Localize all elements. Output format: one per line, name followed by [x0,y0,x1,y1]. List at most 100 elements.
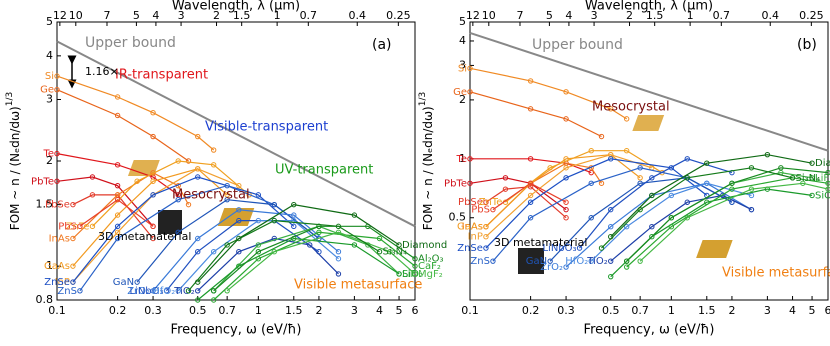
series-label: PbTe [444,178,467,189]
x2-tick-label: 0.25 [799,9,824,22]
x-tick-label: 1.5 [698,304,716,317]
y-tick-label: 4 [459,34,466,47]
y-axis-label: FOM ~ n / (Nₑdn/dω)1/3 [418,92,435,230]
x-tick-label: 6 [825,304,830,317]
annotation: Mesocrystal [172,188,250,203]
annotation: 3D metamaterial [494,236,587,249]
y-axis-label-main: FOM ~ n / (Nₑdn/dω) [8,106,22,230]
plot-frame [57,22,415,300]
series-label: Al₂O₃ [418,254,444,265]
x2-tick-label: 12 [466,9,480,22]
x2-tick-label: 0.7 [300,9,318,22]
series-marker [377,249,381,253]
series-marker [71,264,75,268]
series-marker [638,176,642,180]
series-label: Ge [453,87,467,98]
series-label: ZrO₂ [540,262,563,273]
x-tick-label: 0.7 [631,304,649,317]
series-label: ZnSe [457,243,483,254]
series-marker [292,224,296,228]
series-label: TiO₂ [586,256,607,267]
x2-axis-label: Wavelength, λ (μm) [585,0,713,14]
series-label: Si [458,63,467,74]
x-tick-label: 0.1 [461,304,479,317]
series-label: Ge [40,85,54,96]
y-axis-label-main: FOM ~ n / (Nₑdn/dω) [421,106,435,230]
x2-tick-label: 12 [53,9,67,22]
x2-tick-label: 7 [103,9,110,22]
series-line [611,155,812,237]
series-marker [135,280,139,284]
upper-bound-line [470,33,828,151]
series-label: InP [468,232,483,243]
series-line [470,92,602,137]
series-line [57,76,214,150]
x-tick-label: 0.7 [218,304,236,317]
y-tick-label: 5 [459,15,466,28]
x-tick-label: 1 [668,304,675,317]
x2-tick-label: 0.4 [348,9,366,22]
series-label: PbS [58,221,77,232]
series-marker [186,202,190,206]
series-label: InAs [49,233,70,244]
x-tick-label: 1 [255,304,262,317]
x2-tick-label: 4 [152,9,159,22]
panel-label: (a) [372,37,392,53]
y-tick-label: 5 [46,15,53,28]
metasurface-icon [696,240,733,258]
x2-tick-label: 10 [482,9,496,22]
annotation: UV-transparent [275,163,373,178]
x-tick-label: 2 [315,304,322,317]
x-tick-label: 0.3 [144,304,162,317]
series-label: GaAs [44,261,70,272]
series-label: HfO₂ [565,256,588,267]
series-label: ZnS [57,286,77,297]
series-label: Si₃N₄ [796,173,821,184]
x-tick-label: 4 [789,304,796,317]
series-line [611,195,752,261]
series-label: PbTe [31,176,54,187]
x-tick-label: 0.2 [522,304,540,317]
y-tick-label: 4 [46,49,53,62]
series-line [486,159,707,248]
x2-axis-label: Wavelength, λ (μm) [172,0,300,14]
x-tick-label: 3 [764,304,771,317]
mesocrystal-icon [632,115,664,131]
x2-tick-label: 0.4 [761,9,779,22]
annotation: 3D metamaterial [98,230,191,243]
x-tick-label: 3 [351,304,358,317]
annotation: 1.16× [85,65,119,78]
series-line [640,183,828,261]
x-tick-label: 4 [376,304,383,317]
series-label: Te [42,149,54,160]
series-marker [624,265,628,269]
series-line [57,90,189,161]
series-label: Te [455,154,467,165]
upper-bound-label: Upper bound [532,37,623,53]
x-tick-label: 5 [809,304,816,317]
annotation: Visible-transparent [205,120,328,135]
x-tick-label: 0.2 [109,304,127,317]
series-marker [211,289,215,293]
series-label: Diamond [815,158,830,169]
series-label: SiO₂ [815,190,830,201]
x-tick-label: 0.5 [602,304,620,317]
x-tick-label: 0.5 [189,304,207,317]
series-label: HfO₂ [152,286,175,297]
x-tick-label: 0.3 [557,304,575,317]
series-marker [90,224,94,228]
x2-tick-label: 0.25 [386,9,411,22]
series-marker [599,134,603,138]
y-axis-label-exponent: 1/3 [418,92,428,106]
upper-bound-label: Upper bound [85,35,176,51]
x2-tick-label: 4 [565,9,572,22]
series-label: Diamond [402,240,447,251]
series-label: PbS [471,205,490,216]
series-label: Si [45,71,54,82]
x2-tick-label: 0.7 [713,9,731,22]
series-line [57,154,178,195]
annotation: Visible metasurface [722,266,830,281]
x2-tick-label: 7 [516,9,523,22]
annotation: IR-transparent [115,68,208,83]
x-tick-label: 1.5 [285,304,303,317]
